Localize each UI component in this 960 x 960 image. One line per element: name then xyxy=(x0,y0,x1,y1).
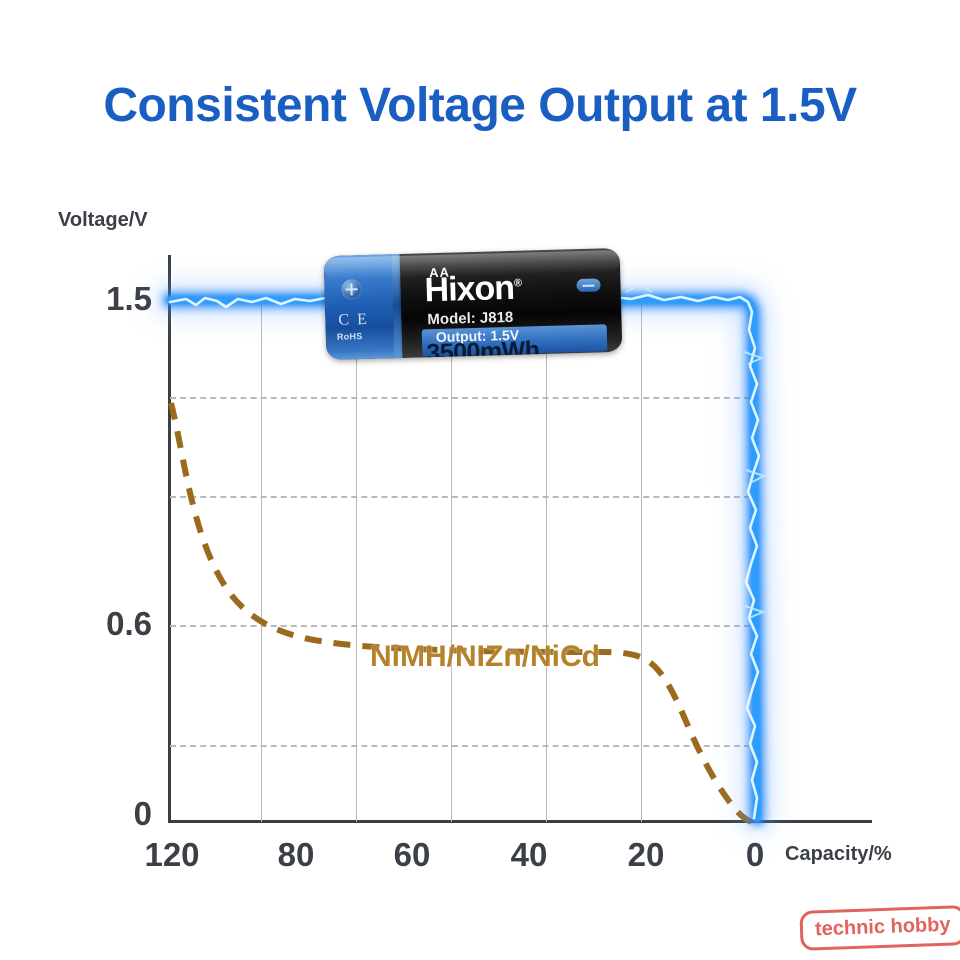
watermark-badge: technic hobby xyxy=(799,905,960,951)
gridline-vertical xyxy=(641,300,642,822)
series-hixon-glow-mid xyxy=(162,292,765,826)
gridline-horizontal xyxy=(170,625,750,627)
series-hixon-spark xyxy=(625,283,653,293)
x-tick-label-80: 80 xyxy=(277,836,315,873)
gridline-horizontal xyxy=(170,397,750,399)
x-tick-label-20: 20 xyxy=(627,836,665,873)
series-nimh-curve xyxy=(168,402,753,825)
battery-image: C E RoHS AA Hixon® Model: J818 Output: 1… xyxy=(323,247,623,361)
battery-capacity-label: 3500mWh xyxy=(425,336,540,361)
gridline-vertical xyxy=(356,300,357,822)
series-hixon-spark xyxy=(745,469,767,484)
gridline-horizontal xyxy=(170,745,750,747)
x-tick-label-60: 60 xyxy=(393,836,431,873)
x-tick-label-0: 0 xyxy=(745,836,765,873)
y-tick-label-3: 0 xyxy=(133,795,152,832)
x-tick-label-120: 120 xyxy=(144,836,200,873)
series-label-nimh: NiMH/NIZn/NiCd xyxy=(370,640,600,673)
x-axis-label: Capacity/% xyxy=(785,843,892,865)
page-title: Consistent Voltage Output at 1.5V xyxy=(103,79,857,132)
y-tick-label-1: 1.5 xyxy=(106,280,152,317)
battery-minus-icon xyxy=(576,278,601,293)
battery-rohs-mark: RoHS xyxy=(336,331,363,342)
series-hixon-spark xyxy=(743,351,765,365)
series-hixon-core xyxy=(166,296,761,823)
y-axis-label: Voltage/V xyxy=(58,209,148,231)
battery-registered-mark: ® xyxy=(513,277,522,290)
gridline-vertical xyxy=(451,300,452,822)
series-hixon-spark xyxy=(744,605,766,619)
gridline-vertical xyxy=(546,300,547,822)
battery-ce-mark: C E xyxy=(338,310,370,329)
series-hixon-arc xyxy=(168,293,761,820)
battery-body: C E RoHS AA Hixon® Model: J818 Output: 1… xyxy=(323,247,623,361)
battery-model-label: Model: J818 xyxy=(427,308,514,329)
x-tick-label-40: 40 xyxy=(510,836,548,873)
gridline-horizontal xyxy=(170,496,750,498)
x-axis-line xyxy=(168,820,872,823)
series-hixon-glow-outer xyxy=(155,285,772,833)
y-tick-label-2: 0.6 xyxy=(106,605,152,642)
y-axis-line xyxy=(168,255,171,823)
gridline-vertical xyxy=(261,300,262,822)
